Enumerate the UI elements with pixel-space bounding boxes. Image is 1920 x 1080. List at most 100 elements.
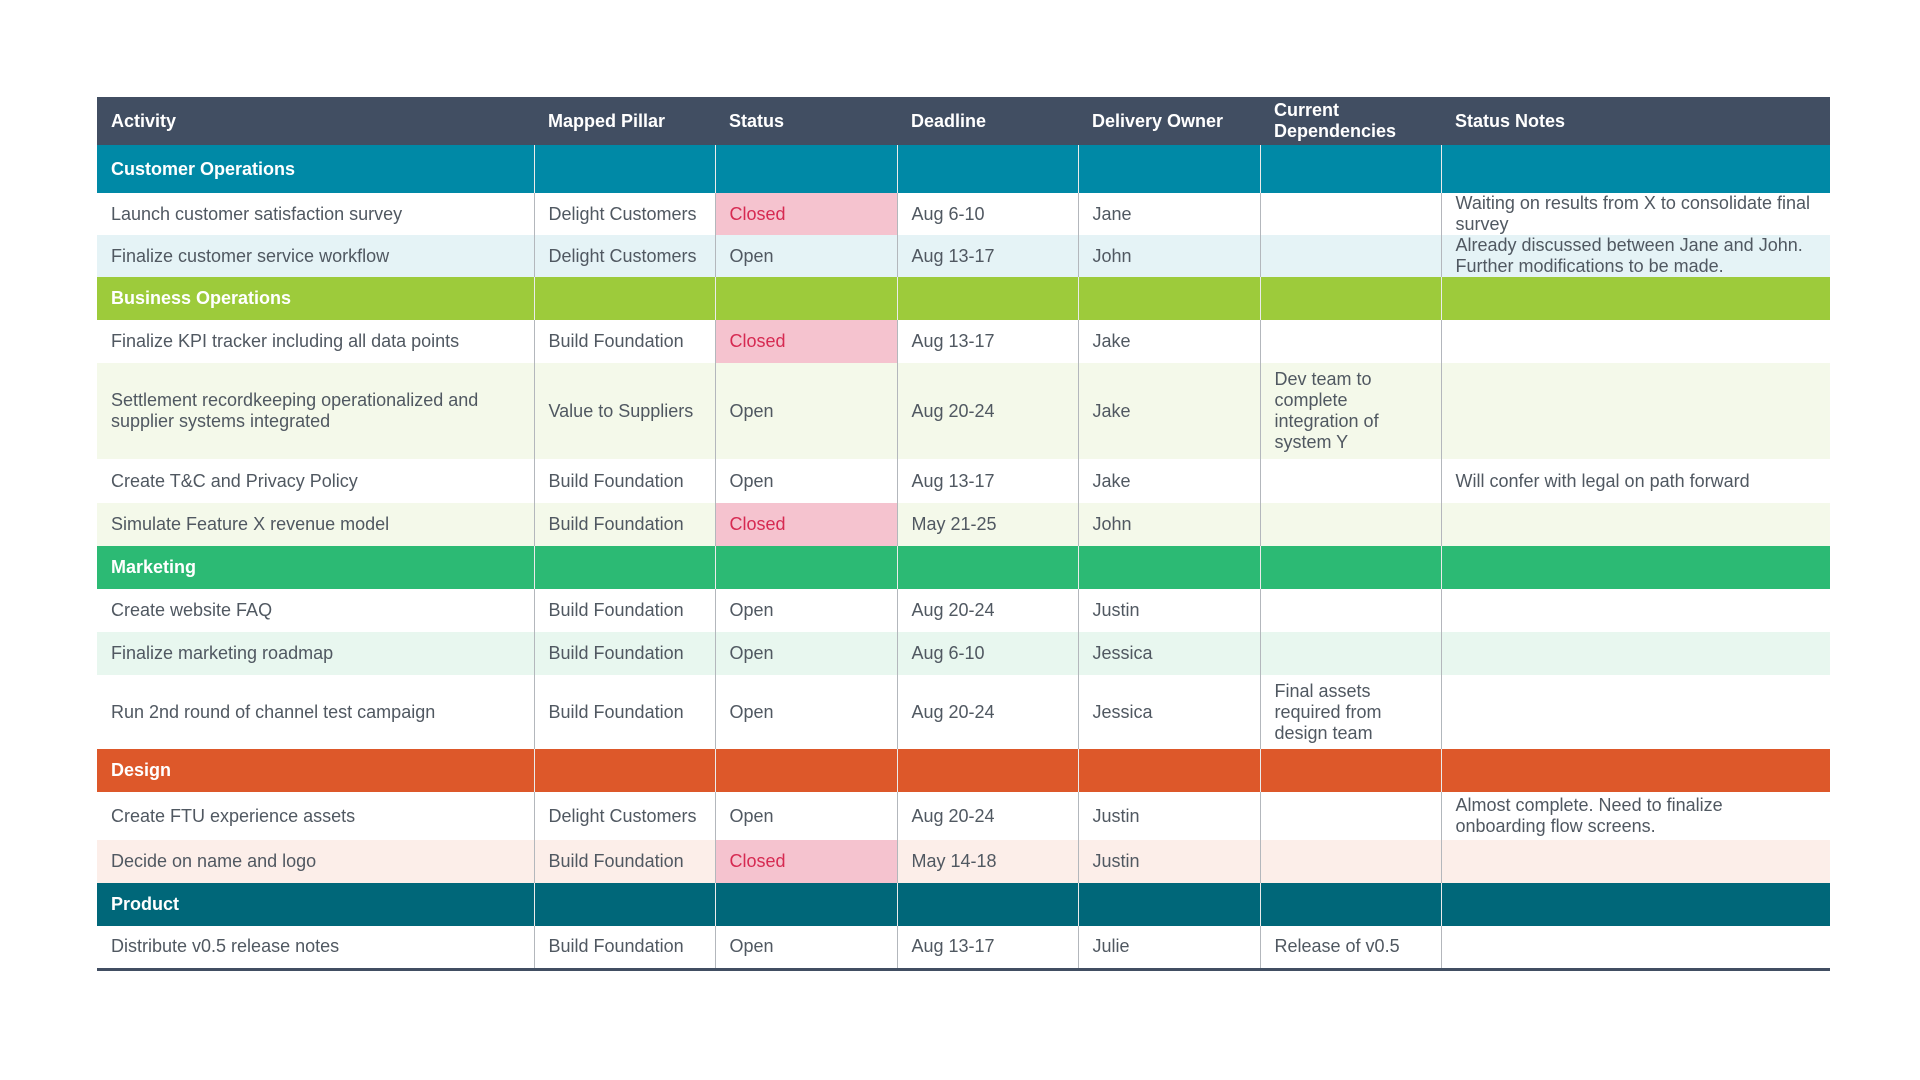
header-deadline: Deadline (897, 97, 1078, 145)
activity-cell: Create website FAQ (97, 589, 534, 632)
dependencies-cell (1259, 503, 1441, 546)
notes-cell (1440, 926, 1830, 969)
section-title: Design (97, 749, 534, 792)
deadline-cell: Aug 20-24 (896, 363, 1078, 459)
dependencies-cell: Final assets required from design team (1259, 675, 1441, 749)
owner-cell: Jane (1077, 193, 1260, 235)
owner-cell: Jake (1077, 459, 1260, 503)
table-row: Run 2nd round of channel test campaign B… (97, 675, 1830, 749)
table-row: Create FTU experience assets Delight Cus… (97, 792, 1830, 840)
activity-cell: Decide on name and logo (97, 840, 534, 883)
table-row: Launch customer satisfaction survey Deli… (97, 193, 1830, 235)
activity-tracker-table: Activity Mapped Pillar Status Deadline D… (97, 97, 1830, 971)
owner-cell: Jake (1077, 363, 1260, 459)
activity-cell: Finalize marketing roadmap (97, 632, 534, 675)
dependencies-cell (1259, 589, 1441, 632)
pillar-cell: Build Foundation (533, 503, 715, 546)
activity-cell: Distribute v0.5 release notes (97, 926, 534, 969)
notes-cell (1440, 503, 1830, 546)
dependencies-cell (1259, 235, 1441, 277)
table-row: Finalize KPI tracker including all data … (97, 320, 1830, 363)
section-title: Customer Operations (97, 145, 534, 193)
status-cell: Open (714, 926, 897, 969)
notes-cell (1440, 632, 1830, 675)
activity-cell: Simulate Feature X revenue model (97, 503, 534, 546)
section-row-product: Product (97, 883, 1830, 926)
status-cell: Open (714, 632, 897, 675)
section-title: Product (97, 883, 534, 926)
header-mapped-pillar: Mapped Pillar (534, 97, 715, 145)
owner-cell: Jake (1077, 320, 1260, 363)
notes-cell: Almost complete. Need to finalize onboar… (1440, 792, 1830, 840)
deadline-cell: Aug 13-17 (896, 459, 1078, 503)
dependencies-cell (1259, 840, 1441, 883)
table-row: Settlement recordkeeping operationalized… (97, 363, 1830, 459)
owner-cell: Justin (1077, 840, 1260, 883)
status-cell: Closed (714, 503, 897, 546)
status-cell: Open (714, 589, 897, 632)
pillar-cell: Build Foundation (533, 840, 715, 883)
deadline-cell: May 21-25 (896, 503, 1078, 546)
owner-cell: Justin (1077, 589, 1260, 632)
header-row: Activity Mapped Pillar Status Deadline D… (97, 97, 1830, 145)
header-status-notes: Status Notes (1441, 97, 1830, 145)
owner-cell: Justin (1077, 792, 1260, 840)
activity-cell: Settlement recordkeeping operationalized… (97, 363, 534, 459)
pillar-cell: Delight Customers (533, 193, 715, 235)
activity-cell: Finalize customer service workflow (97, 235, 534, 277)
status-cell: Open (714, 459, 897, 503)
dependencies-cell: Release of v0.5 (1259, 926, 1441, 969)
pillar-cell: Value to Suppliers (533, 363, 715, 459)
dependencies-cell (1259, 459, 1441, 503)
deadline-cell: Aug 6-10 (896, 632, 1078, 675)
pillar-cell: Build Foundation (533, 589, 715, 632)
dependencies-cell (1259, 632, 1441, 675)
owner-cell: Jessica (1077, 632, 1260, 675)
pillar-cell: Delight Customers (533, 792, 715, 840)
status-cell: Closed (714, 193, 897, 235)
dependencies-cell (1259, 792, 1441, 840)
table-row: Create website FAQ Build Foundation Open… (97, 589, 1830, 632)
table-row: Finalize customer service workflow Delig… (97, 235, 1830, 277)
activity-cell: Create T&C and Privacy Policy (97, 459, 534, 503)
notes-cell (1440, 363, 1830, 459)
dependencies-cell (1259, 193, 1441, 235)
section-row-customer-operations: Customer Operations (97, 145, 1830, 193)
deadline-cell: May 14-18 (896, 840, 1078, 883)
section-title: Marketing (97, 546, 534, 589)
owner-cell: Julie (1077, 926, 1260, 969)
table-row: Distribute v0.5 release notes Build Foun… (97, 926, 1830, 969)
pillar-cell: Build Foundation (533, 675, 715, 749)
section-row-design: Design (97, 749, 1830, 792)
status-cell: Closed (714, 320, 897, 363)
notes-cell (1440, 589, 1830, 632)
table-row: Decide on name and logo Build Foundation… (97, 840, 1830, 883)
notes-cell: Will confer with legal on path forward (1440, 459, 1830, 503)
notes-cell (1440, 320, 1830, 363)
status-cell: Open (714, 235, 897, 277)
table-row: Simulate Feature X revenue model Build F… (97, 503, 1830, 546)
dependencies-cell (1259, 320, 1441, 363)
pillar-cell: Delight Customers (533, 235, 715, 277)
pillar-cell: Build Foundation (533, 320, 715, 363)
activity-cell: Launch customer satisfaction survey (97, 193, 534, 235)
status-cell: Open (714, 675, 897, 749)
notes-cell: Already discussed between Jane and John.… (1440, 235, 1830, 277)
status-cell: Closed (714, 840, 897, 883)
header-delivery-owner: Delivery Owner (1078, 97, 1260, 145)
section-row-business-operations: Business Operations (97, 277, 1830, 320)
dependencies-cell: Dev team to complete integration of syst… (1259, 363, 1441, 459)
pillar-cell: Build Foundation (533, 632, 715, 675)
deadline-cell: Aug 20-24 (896, 589, 1078, 632)
activity-cell: Create FTU experience assets (97, 792, 534, 840)
owner-cell: John (1077, 235, 1260, 277)
deadline-cell: Aug 13-17 (896, 235, 1078, 277)
owner-cell: John (1077, 503, 1260, 546)
deadline-cell: Aug 20-24 (896, 792, 1078, 840)
header-current-dependencies: Current Dependencies (1260, 97, 1441, 145)
status-cell: Open (714, 792, 897, 840)
activity-cell: Run 2nd round of channel test campaign (97, 675, 534, 749)
pillar-cell: Build Foundation (533, 926, 715, 969)
owner-cell: Jessica (1077, 675, 1260, 749)
table-row: Finalize marketing roadmap Build Foundat… (97, 632, 1830, 675)
